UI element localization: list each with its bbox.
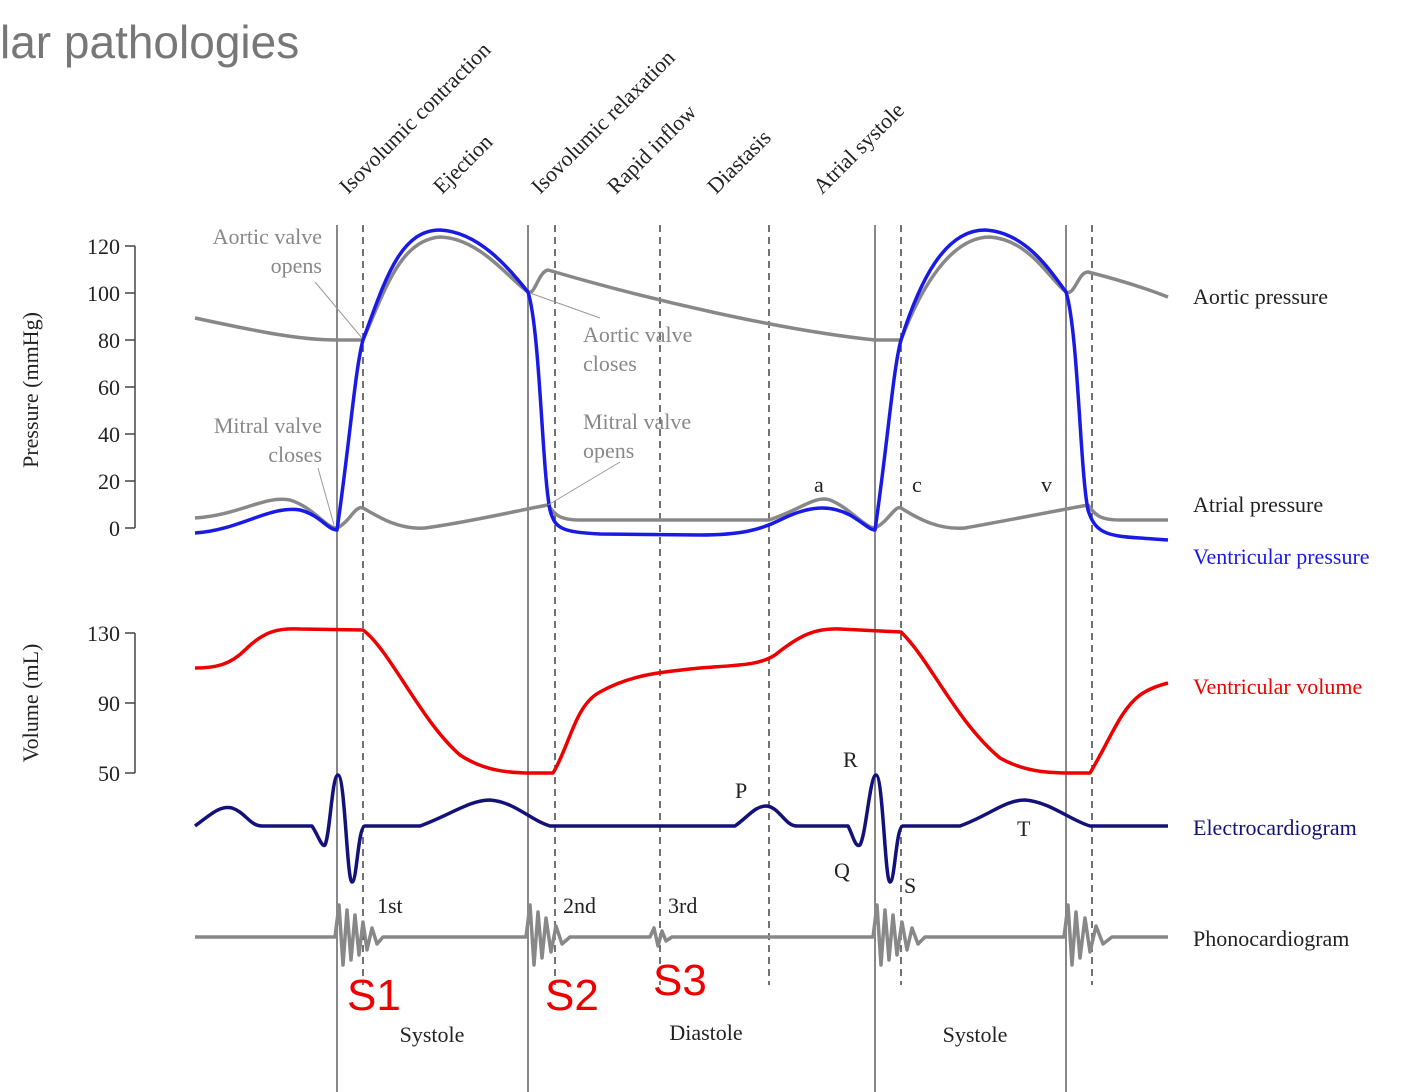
- phase: Isovolumic contraction: [334, 37, 496, 199]
- axis-label: Pressure (mmHg): [18, 312, 43, 468]
- wave-label: S: [904, 873, 916, 898]
- trace-labels: Aortic pressure Atrial pressure Ventricu…: [1193, 284, 1370, 951]
- annotation: opens: [583, 438, 634, 463]
- ventricular-volume-curve: [194, 627, 1169, 775]
- heart-sound: S2: [545, 971, 599, 1020]
- valve-annotations: Aortic valve opens Aortic valve closes M…: [213, 224, 693, 467]
- tick-label: 90: [98, 691, 120, 716]
- annotation: closes: [268, 442, 322, 467]
- sound-label: 2nd: [563, 893, 596, 918]
- ventricular-pressure-curve: [194, 228, 1169, 542]
- wave-label: R: [843, 747, 858, 772]
- heart-sounds: S1 S2 S3: [347, 956, 707, 1020]
- volume-axis: Volume (mL) 130 90 50: [18, 621, 136, 786]
- phase: Atrial systole: [808, 97, 909, 198]
- tick-label: 100: [87, 281, 120, 306]
- trace-label: Ventricular volume: [1193, 674, 1362, 699]
- phase-labels: Isovolumic contraction Ejection Isovolum…: [334, 37, 909, 199]
- title: lar pathologies: [0, 16, 299, 68]
- period: Systole: [400, 1022, 465, 1047]
- phase: Isovolumic relaxation: [526, 45, 680, 199]
- wave-label: c: [912, 472, 922, 497]
- annotation: Aortic valve: [583, 322, 692, 347]
- tick-label: 0: [109, 516, 120, 541]
- annotation: Mitral valve: [583, 409, 691, 434]
- tick-label: 60: [98, 375, 120, 400]
- phonocardiogram-curve: [195, 903, 1168, 967]
- phase: Diastasis: [702, 125, 776, 199]
- heart-sound: S1: [347, 971, 401, 1020]
- pressure-axis: Pressure (mmHg) 120 100 80 60 40 20 0: [18, 234, 136, 541]
- wave-label: P: [735, 778, 747, 803]
- phase: Ejection: [428, 129, 498, 199]
- tick-label: 130: [87, 621, 120, 646]
- phase-lines: [336, 225, 1093, 1092]
- trace-label: Phonocardiogram: [1193, 926, 1349, 951]
- tick-label: 20: [98, 469, 120, 494]
- trace-label: Aortic pressure: [1193, 284, 1328, 309]
- trace-label: Atrial pressure: [1193, 492, 1323, 517]
- tick-label: 50: [98, 761, 120, 786]
- trace-label: Electrocardiogram: [1193, 815, 1357, 840]
- periods: Systole Diastole Systole: [400, 1020, 1008, 1047]
- trace-label: Ventricular pressure: [1193, 544, 1370, 569]
- sound-label: 1st: [377, 893, 403, 918]
- wave-labels: a c v P R Q S T 1st 2nd 3rd: [377, 472, 1052, 918]
- heart-sound: S3: [653, 956, 707, 1005]
- axis-label: Volume (mL): [18, 644, 43, 763]
- wave-label: T: [1017, 816, 1031, 841]
- period: Systole: [943, 1022, 1008, 1047]
- annotation: Mitral valve: [214, 413, 322, 438]
- period: Diastole: [669, 1020, 742, 1045]
- wave-label: v: [1041, 472, 1052, 497]
- annotation: opens: [271, 253, 322, 278]
- tick-label: 80: [98, 328, 120, 353]
- annotation: Aortic valve: [213, 224, 322, 249]
- ecg-curve: [193, 773, 1168, 884]
- tick-label: 120: [87, 234, 120, 259]
- tick-label: 40: [98, 422, 120, 447]
- valve-pointers: [314, 281, 621, 526]
- annotation: closes: [583, 351, 637, 376]
- wave-label: a: [814, 472, 824, 497]
- sound-label: 3rd: [668, 893, 697, 918]
- wave-label: Q: [834, 858, 850, 883]
